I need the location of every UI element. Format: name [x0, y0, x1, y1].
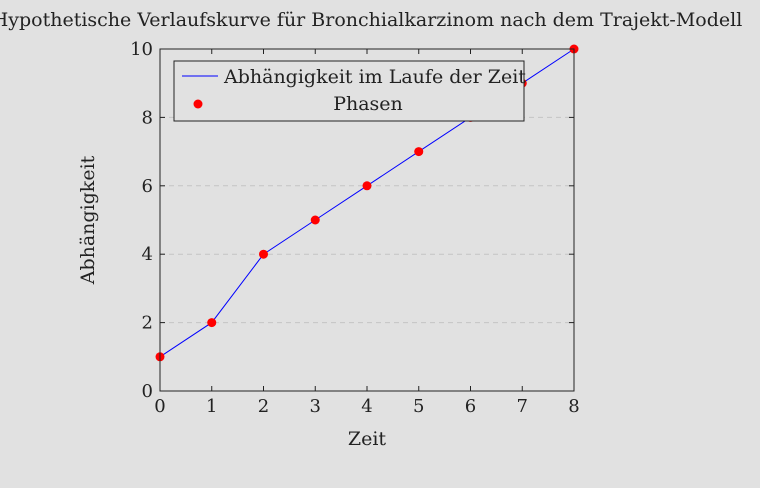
legend: Abhängigkeit im Laufe der Zeit Phasen [173, 60, 526, 122]
y-tick-label: 0 [142, 381, 153, 402]
y-tick-label: 4 [142, 244, 153, 265]
chart-title: Hypothetische Verlaufskurve für Bronchia… [0, 9, 742, 31]
x-tick-label: 1 [206, 396, 217, 417]
x-tick-label: 0 [154, 396, 165, 417]
x-tick-label: 4 [361, 396, 372, 417]
x-axis-label: Zeit [348, 428, 387, 450]
y-axis-ticks: 0 2 4 6 8 10 [130, 39, 574, 402]
x-axis-ticks: 0 1 2 3 4 5 6 7 8 [154, 49, 580, 417]
y-tick-label: 2 [142, 313, 153, 334]
legend-marker-swatch [193, 99, 203, 109]
y-tick-label: 8 [142, 107, 153, 128]
x-tick-label: 7 [517, 396, 528, 417]
x-tick-label: 8 [568, 396, 579, 417]
x-tick-label: 2 [258, 396, 269, 417]
x-tick-label: 6 [465, 396, 476, 417]
y-tick-label: 10 [130, 39, 153, 60]
x-tick-label: 3 [310, 396, 321, 417]
y-axis-label: Abhängigkeit [77, 155, 99, 285]
data-point [259, 249, 268, 259]
data-point [414, 147, 424, 157]
legend-entry-markers: Phasen [333, 93, 403, 115]
legend-box [173, 60, 525, 122]
data-point [310, 215, 320, 225]
legend-entry-line: Abhängigkeit im Laufe der Zeit [223, 66, 526, 88]
data-point [362, 181, 372, 191]
x-tick-label: 5 [413, 396, 424, 417]
grid-lines [160, 116, 574, 324]
data-point [207, 318, 217, 328]
y-tick-label: 6 [142, 176, 153, 197]
